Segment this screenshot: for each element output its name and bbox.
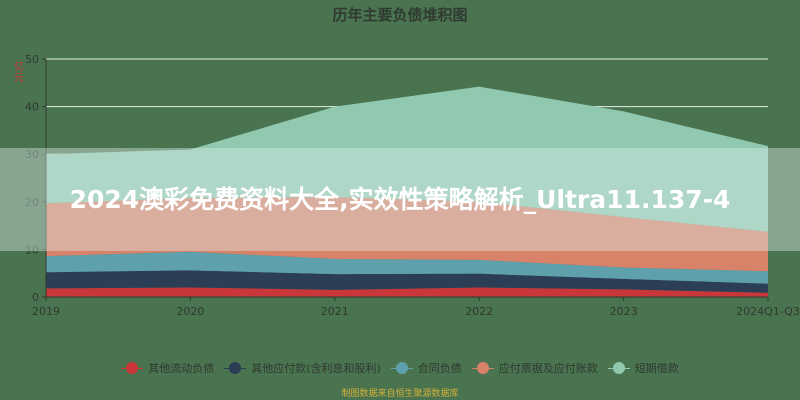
x-tick-label: 2023: [610, 305, 638, 318]
legend-marker-icon: [224, 362, 247, 374]
x-tick-label: 2021: [321, 305, 349, 318]
legend: 其他流动负债 其他应付款(含利息和股利) 合同负债 应付票据及应付账款 短期借款: [0, 360, 800, 376]
area-短期借款: [46, 86, 768, 232]
legend-item[interactable]: 其他应付款(含利息和股利): [224, 360, 381, 376]
y-tick-label: 20: [25, 196, 39, 209]
legend-item[interactable]: 短期借款: [607, 360, 679, 376]
x-tick-label: 2024Q1-Q3: [736, 305, 800, 318]
area-应付票据及应付账款: [46, 197, 768, 272]
legend-label: 应付票据及应付账款: [498, 362, 598, 375]
legend-marker-icon: [121, 362, 144, 374]
y-axis-label: 亿元: [14, 62, 24, 84]
legend-label: 合同负债: [417, 362, 462, 375]
legend-marker-icon: [471, 362, 494, 374]
legend-marker-icon: [390, 362, 413, 374]
legend-item[interactable]: 应付票据及应付账款: [471, 360, 598, 376]
y-tick-label: 0: [32, 291, 39, 304]
legend-marker-icon: [607, 362, 630, 374]
legend-item[interactable]: 其他流动负债: [121, 360, 214, 376]
legend-label: 其他应付款(含利息和股利): [251, 362, 381, 375]
area-合同负债: [46, 251, 768, 284]
overlay-banner: 2024澳彩免费资料大全,实效性策略解析_Ultra11.137-4: [0, 148, 800, 251]
x-tick-label: 2020: [176, 305, 204, 318]
y-tick-label: 50: [25, 53, 39, 66]
source-note: 制图数据来自恒生聚源数据库: [341, 389, 459, 399]
y-tick-label: 40: [25, 101, 39, 114]
chart-title: 历年主要负债堆积图: [332, 6, 468, 24]
area-其他应付款(含利息和股利): [46, 270, 768, 293]
legend-label: 其他流动负债: [148, 362, 215, 375]
y-tick-label: 10: [25, 243, 39, 256]
legend-item[interactable]: 合同负债: [390, 360, 462, 376]
area-其他流动负债: [46, 287, 768, 297]
y-tick-label: 30: [25, 148, 39, 161]
banner-text: 2024澳彩免费资料大全,实效性策略解析_Ultra11.137-4: [69, 184, 731, 214]
x-tick-label: 2019: [32, 305, 60, 318]
x-tick-label: 2022: [465, 305, 493, 318]
legend-label: 短期借款: [634, 362, 679, 375]
